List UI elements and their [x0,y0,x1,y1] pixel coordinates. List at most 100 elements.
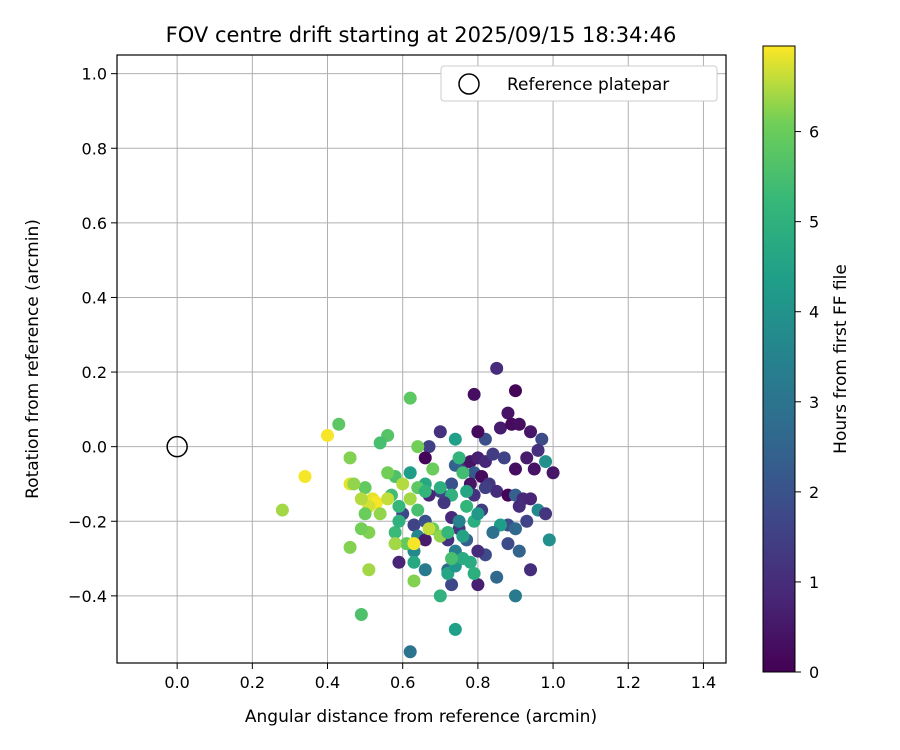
data-point [396,477,410,491]
data-point [381,466,395,480]
reference-marker [166,435,188,458]
legend-marker-reference [458,73,480,95]
data-point [490,361,504,375]
data-point [358,481,372,495]
data-point [418,484,432,498]
data-point [452,451,466,465]
plot-frame [116,54,727,664]
chart-title: FOV centre drift starting at 2025/09/15 … [166,23,677,47]
data-point [392,555,406,569]
y-axis-ticks: −0.4 −0.2 0.0 0.2 0.4 0.6 0.8 1.0 [68,65,117,606]
data-point [275,503,289,517]
data-point [418,563,432,577]
data-point [512,544,526,558]
data-point [411,503,425,517]
data-point [508,384,522,398]
data-point [448,622,462,636]
data-point [437,496,451,510]
data-point [422,522,436,536]
data-point [456,466,470,480]
data-point [433,589,447,603]
colorbar-tick-label: 1 [809,573,819,592]
data-point [433,425,447,439]
data-point [392,499,406,513]
data-point [411,440,425,454]
data-point [422,440,436,454]
data-point [343,451,357,465]
data-point [467,387,481,401]
data-point [407,518,421,532]
data-point [467,566,481,580]
data-point [520,514,534,528]
data-point [343,540,357,554]
y-tick-label: 0.8 [82,139,107,158]
colorbar-tick-label: 6 [809,123,819,142]
data-point [354,608,368,622]
data-point [381,492,395,506]
data-point [501,406,515,420]
x-tick-label: 1.0 [540,673,565,692]
x-axis-label: Angular distance from reference (arcmin) [245,707,597,727]
y-tick-label: −0.4 [68,587,107,606]
colorbar-label: Hours from first FF file [831,264,851,454]
data-point [471,578,485,592]
data-point [456,552,470,566]
grid-lines [117,55,726,663]
data-point [418,533,432,547]
data-point [433,481,447,495]
data-point [445,552,459,566]
data-point [508,462,522,476]
data-points [275,361,560,659]
data-point [460,484,474,498]
data-point [508,589,522,603]
colorbar: 0 1 2 3 4 5 6 Hours from first FF file [762,45,851,682]
data-point [452,514,466,528]
data-point [373,507,387,521]
data-point [531,443,545,457]
data-point [358,507,372,521]
data-point [392,514,406,528]
x-tick-label: 0.6 [390,673,415,692]
data-point [407,574,421,588]
colorbar-ticks: 0 1 2 3 4 5 6 [795,123,819,682]
data-point [490,570,504,584]
legend-box [440,65,718,102]
colorbar-tick-label: 2 [809,483,819,502]
data-point [486,525,500,539]
y-tick-label: 0.2 [82,363,107,382]
data-point [456,529,470,543]
data-point [471,507,485,521]
data-point [524,425,538,439]
data-point [388,525,402,539]
data-point [471,425,485,439]
data-point [354,522,368,536]
x-tick-label: 0.2 [240,673,265,692]
colorbar-tick-label: 3 [809,393,819,412]
data-point [445,578,459,592]
data-point [426,462,440,476]
data-point [403,645,417,659]
data-point [524,563,538,577]
data-point [388,537,402,551]
data-point [403,466,417,480]
legend: Reference platepar [440,65,718,102]
data-point [332,417,346,431]
x-tick-label: 0.4 [315,673,340,692]
data-point [347,477,361,491]
colorbar-tick-label: 5 [809,213,819,232]
data-point [508,522,522,536]
data-point [497,451,511,465]
data-point [535,432,549,446]
y-tick-label: 0.6 [82,214,107,233]
data-point [403,391,417,405]
data-point [490,484,504,498]
y-tick-label: 1.0 [82,65,107,84]
data-point [321,428,335,442]
data-point [362,563,376,577]
y-tick-label: 0.0 [82,438,107,457]
x-tick-label: 1.4 [691,673,716,692]
data-point [373,436,387,450]
data-point [546,466,560,480]
data-point [478,481,492,495]
